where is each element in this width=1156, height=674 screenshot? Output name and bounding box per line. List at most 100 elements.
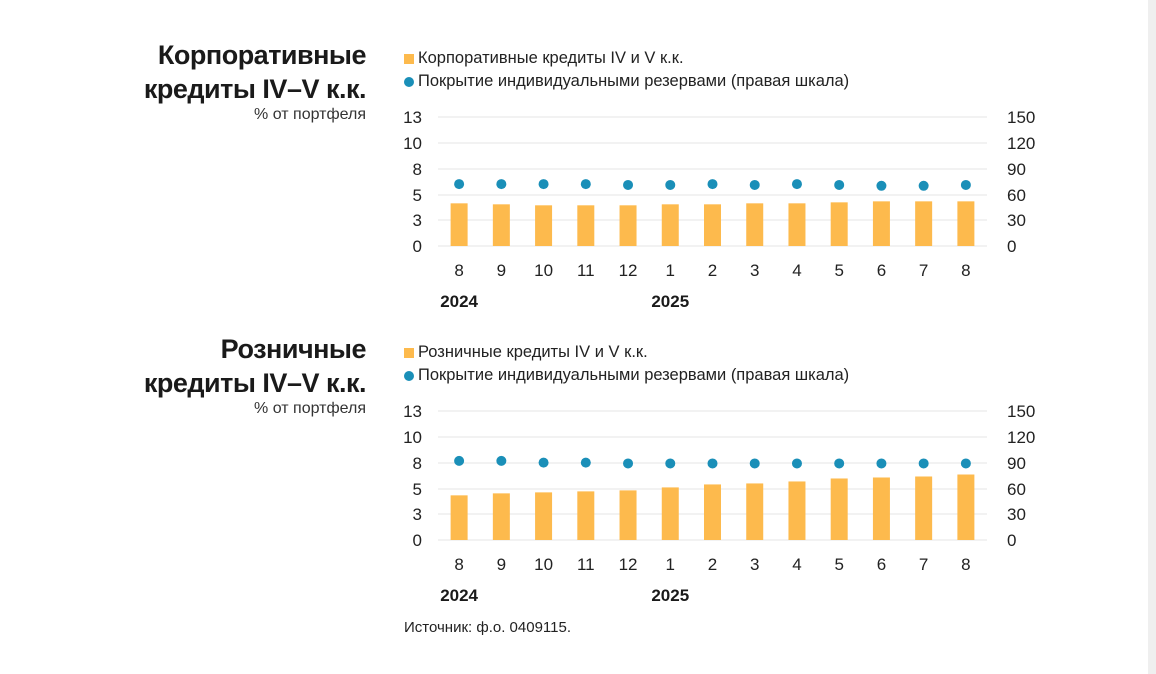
bar <box>746 483 764 540</box>
chart-legend: Розничные кредиты IV и V к.к. Покрытие и… <box>404 341 849 387</box>
bar <box>830 478 848 540</box>
x-tick-label: 2 <box>708 555 717 574</box>
x-tick-label: 8 <box>961 261 970 280</box>
bar <box>661 487 679 540</box>
title-line-2: кредиты IV–V к.к. <box>143 368 367 398</box>
left-axis-tick-label: 3 <box>413 211 422 230</box>
x-tick-label: 5 <box>834 261 843 280</box>
bar <box>704 484 721 540</box>
chart-title: Корпоративные кредиты IV–V к.к. <box>143 38 367 106</box>
chart-subtitle: % от портфеля <box>254 106 366 123</box>
left-axis-tick-label: 3 <box>413 505 422 524</box>
right-edge-strip <box>1148 0 1156 674</box>
left-axis-tick-label: 13 <box>403 402 422 421</box>
x-tick-label: 3 <box>750 261 759 280</box>
right-axis-tick-label: 30 <box>1007 505 1026 524</box>
title-line-1: Корпоративные <box>157 40 367 70</box>
coverage-dot <box>707 458 718 469</box>
x-tick-label: 12 <box>619 261 638 280</box>
right-axis-tick-label: 0 <box>1007 237 1016 256</box>
coverage-dot <box>665 458 676 469</box>
bar <box>661 204 679 246</box>
left-axis-tick-label: 5 <box>413 480 422 499</box>
legend-item-bars: Розничные кредиты IV и V к.к. <box>404 341 849 364</box>
left-axis-tick-label: 5 <box>413 186 422 205</box>
x-tick-label: 6 <box>877 261 886 280</box>
coverage-dot <box>749 458 760 469</box>
x-tick-label: 2 <box>708 261 717 280</box>
right-axis-tick-label: 90 <box>1007 160 1026 179</box>
coverage-dot <box>749 179 760 190</box>
right-axis-tick-label: 120 <box>1007 134 1035 153</box>
coverage-dot <box>623 458 634 469</box>
bar <box>492 204 510 246</box>
year-label: 2025 <box>651 292 689 311</box>
left-axis-tick-label: 0 <box>413 531 422 550</box>
coverage-dot <box>454 455 465 466</box>
coverage-dot <box>665 179 676 190</box>
bar <box>915 201 933 246</box>
legend-item-dots: Покрытие индивидуальными резервами (прав… <box>404 364 849 387</box>
bar-swatch-icon <box>404 347 414 358</box>
x-tick-label: 1 <box>666 555 675 574</box>
legend-item-dots: Покрытие индивидуальными резервами (прав… <box>404 70 849 93</box>
bar <box>830 202 848 246</box>
legend-label-bars: Розничные кредиты IV и V к.к. <box>418 343 648 361</box>
x-tick-label: 1 <box>666 261 675 280</box>
coverage-dot <box>538 179 549 190</box>
legend-label-bars: Корпоративные кредиты IV и V к.к. <box>418 49 684 67</box>
x-tick-label: 4 <box>792 555 801 574</box>
x-tick-label: 11 <box>577 261 595 280</box>
coverage-dot <box>876 180 887 191</box>
x-tick-label: 11 <box>577 555 595 574</box>
coverage-dot <box>918 180 929 191</box>
bar-swatch-icon <box>404 53 414 64</box>
coverage-dot <box>623 179 634 190</box>
bar <box>788 481 806 540</box>
year-label: 2024 <box>440 586 478 605</box>
coverage-dot <box>538 457 549 468</box>
title-line-1: Розничные <box>220 334 367 364</box>
coverage-dot <box>960 179 971 190</box>
x-tick-label: 9 <box>497 555 506 574</box>
coverage-dot <box>791 179 802 190</box>
x-tick-label: 3 <box>750 555 759 574</box>
left-axis-tick-label: 8 <box>413 160 422 179</box>
bar <box>535 492 553 540</box>
x-tick-label: 6 <box>877 555 886 574</box>
bar <box>957 474 975 540</box>
left-axis-tick-label: 0 <box>413 237 422 256</box>
coverage-dot <box>496 179 507 190</box>
legend-label-dots: Покрытие индивидуальными резервами (прав… <box>418 72 850 90</box>
x-tick-label: 8 <box>454 261 463 280</box>
x-tick-label: 8 <box>454 555 463 574</box>
right-axis-tick-label: 150 <box>1007 402 1035 421</box>
bar <box>577 205 595 246</box>
bar <box>492 493 510 540</box>
x-tick-label: 10 <box>534 555 553 574</box>
right-axis-tick-label: 0 <box>1007 531 1016 550</box>
coverage-dot <box>834 458 845 469</box>
coverage-dot <box>960 458 971 469</box>
bar <box>915 476 933 540</box>
left-axis-tick-label: 10 <box>403 428 422 447</box>
chart-title: Розничные кредиты IV–V к.к. <box>143 332 367 400</box>
right-axis-tick-label: 150 <box>1007 108 1035 127</box>
coverage-dot <box>791 458 802 469</box>
left-axis-tick-label: 10 <box>403 134 422 153</box>
x-tick-label: 12 <box>619 555 638 574</box>
bar <box>957 201 975 246</box>
bar <box>577 491 595 540</box>
coverage-dot <box>834 179 845 190</box>
right-axis-tick-label: 90 <box>1007 454 1026 473</box>
dot-swatch-icon <box>404 370 414 381</box>
coverage-dot <box>707 179 718 190</box>
title-line-2: кредиты IV–V к.к. <box>143 74 367 104</box>
coverage-dot <box>918 458 929 469</box>
bar <box>450 495 468 540</box>
coverage-dot <box>496 455 507 466</box>
dot-swatch-icon <box>404 76 414 87</box>
source-note: Источник: ф.о. 0409115. <box>404 619 572 636</box>
coverage-dot <box>580 179 591 190</box>
